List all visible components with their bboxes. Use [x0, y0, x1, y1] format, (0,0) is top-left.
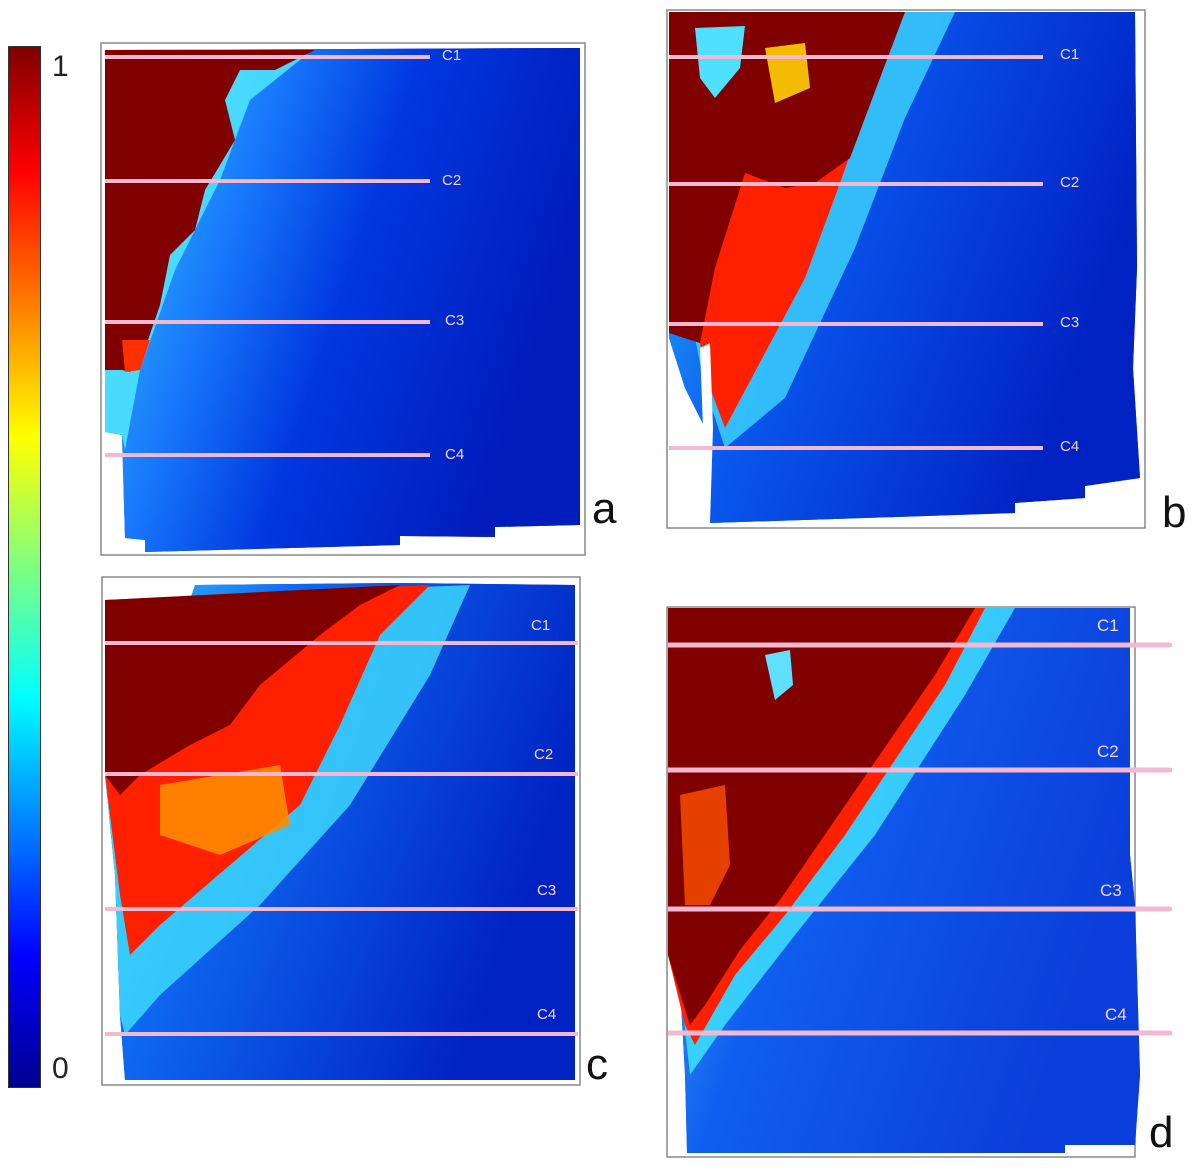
panel-a-red-region	[105, 50, 315, 372]
panel-d-line-extension-1	[1140, 643, 1172, 647]
panel-c	[101, 576, 581, 1086]
panel-b-line-label-4: C4	[1060, 438, 1080, 455]
panel-a	[100, 42, 586, 556]
panel-c-red-region	[105, 585, 400, 795]
panel-a-line-label-3: C3	[445, 312, 465, 329]
panel-c-frame	[101, 576, 581, 1086]
panel-b-line-label-2: C2	[1060, 174, 1080, 191]
panel-d-frame	[666, 606, 1136, 1158]
panel-a-frame	[100, 42, 586, 556]
panel-a-line-label-2: C2	[442, 172, 462, 189]
panel-d-line-extension-4	[1140, 1031, 1172, 1035]
panel-d-line-label-3: C3	[1100, 881, 1122, 900]
panel-b-line-label-1: C1	[1060, 46, 1080, 63]
panel-c-line-label-3: C3	[537, 882, 557, 899]
panel-d-line-label-4: C4	[1105, 1005, 1127, 1024]
panel-d-line-label-1: C1	[1097, 616, 1119, 635]
panel-a-line-label-1: C1	[442, 47, 462, 64]
panel-a-lines	[105, 55, 430, 457]
panel-b-red-region	[669, 12, 905, 343]
panel-d-red-region	[668, 608, 975, 1025]
panel-d-line-label-2: C2	[1097, 742, 1119, 761]
colorbar-max-label: 1	[52, 50, 69, 83]
colorbar-min-label: 0	[52, 1052, 69, 1085]
panel-d-letter: d	[1149, 1108, 1174, 1157]
panel-d-line-extension-3	[1140, 907, 1172, 911]
panel-b-line-label-3: C3	[1060, 314, 1080, 331]
panel-a-letter: a	[592, 484, 617, 533]
panel-d-line-extension-2	[1140, 768, 1172, 772]
colorbar	[8, 46, 41, 1088]
panel-d-lines	[668, 642, 1170, 1036]
panel-a-line-label-4: C4	[445, 446, 465, 463]
panel-b-lines	[669, 55, 1043, 450]
panel-c-line-label-1: C1	[531, 617, 551, 634]
panel-b-letter: b	[1162, 488, 1187, 537]
panel-c-line-label-4: C4	[537, 1006, 557, 1023]
panel-b-frame	[666, 9, 1146, 529]
panel-b	[666, 9, 1146, 529]
panel-c-letter: c	[586, 1040, 608, 1089]
panel-d	[666, 606, 1170, 1158]
panel-c-lines	[105, 641, 578, 1036]
panel-c-line-label-2: C2	[534, 746, 554, 763]
